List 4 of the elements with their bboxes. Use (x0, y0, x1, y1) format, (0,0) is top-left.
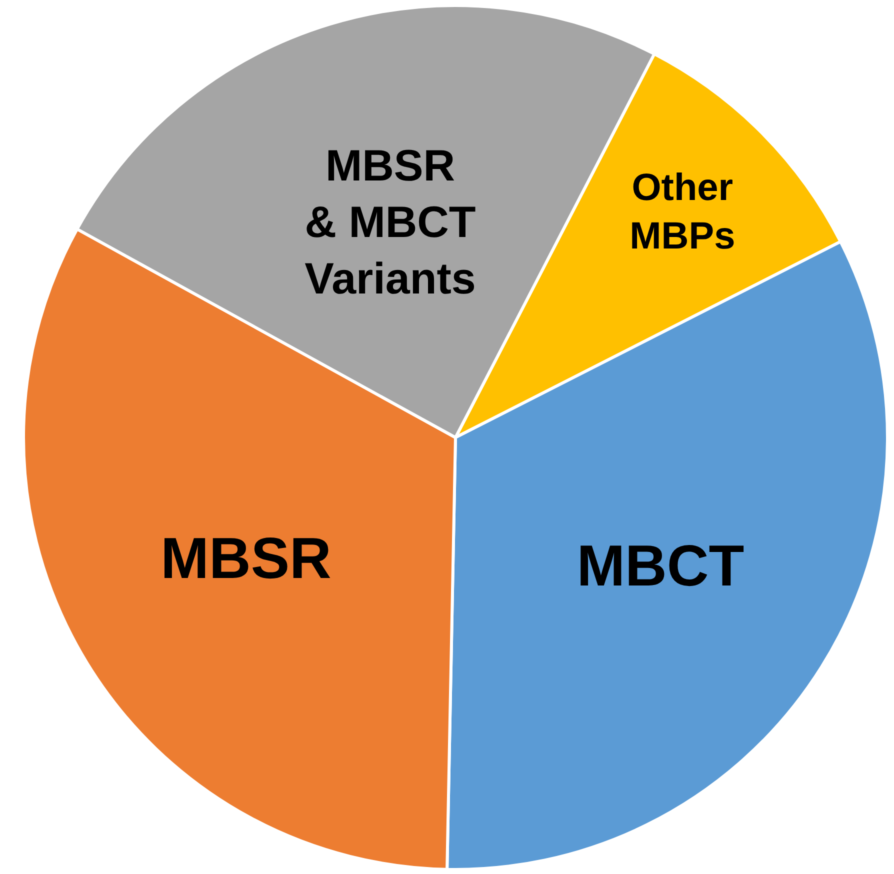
slice-label: MBSR (160, 526, 332, 592)
slice-label: MBSR & MBCT Variants (304, 142, 476, 304)
slice-label: Other MBPs (630, 167, 736, 258)
slice-label: MBCT (576, 533, 744, 598)
